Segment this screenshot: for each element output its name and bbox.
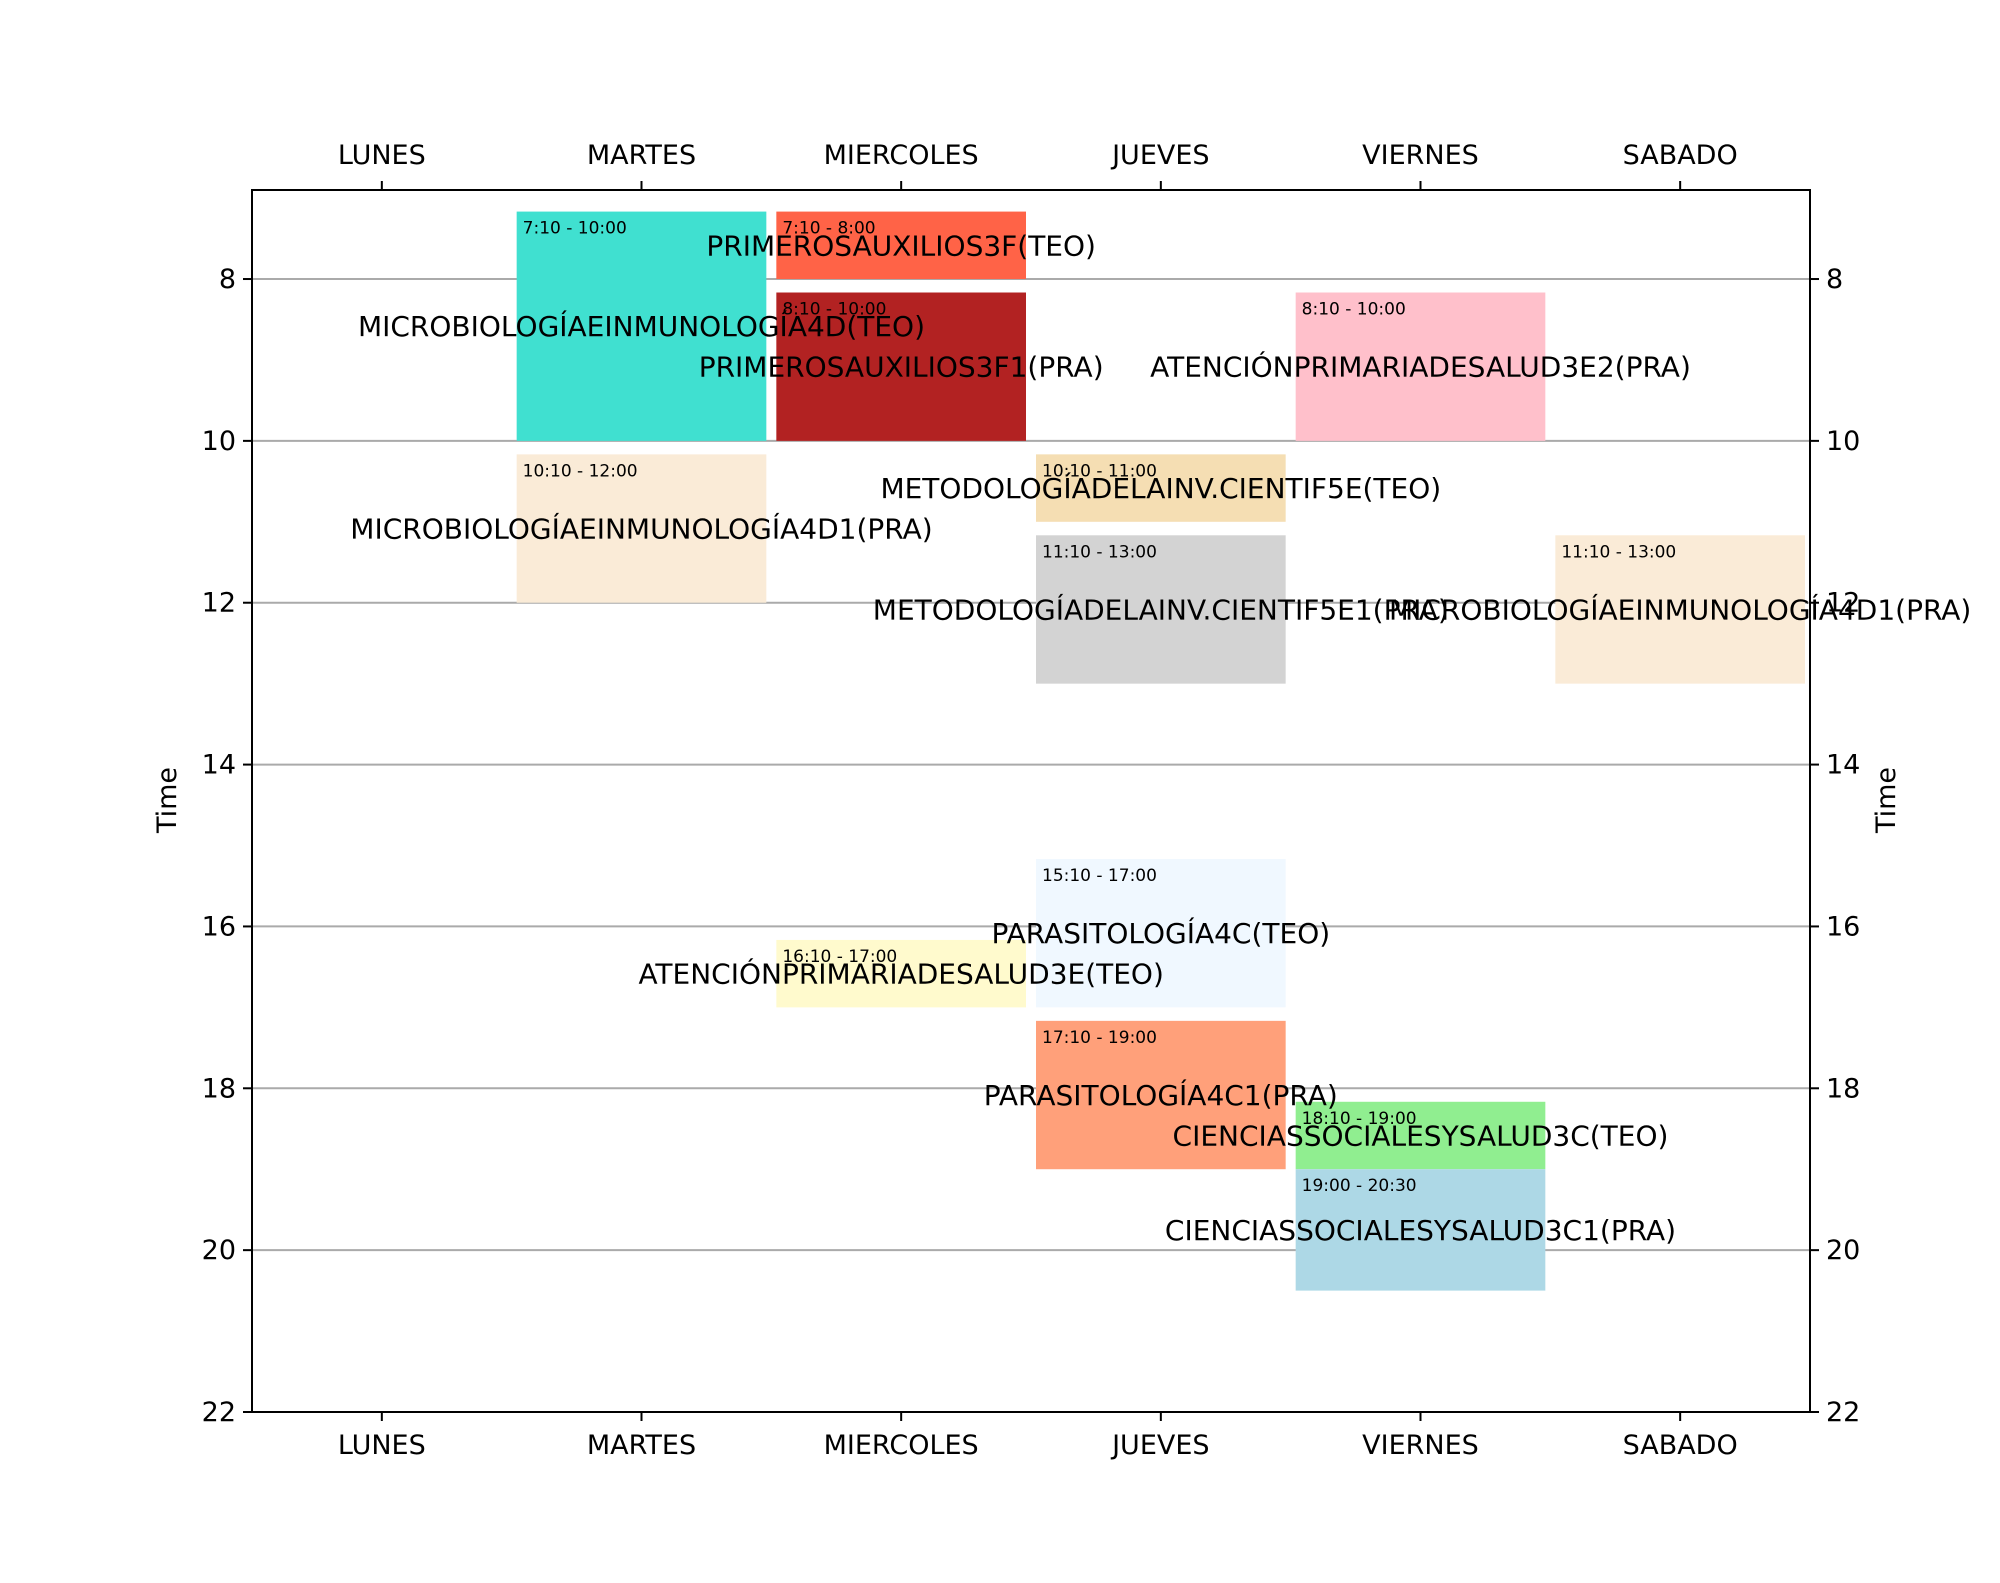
label-layer: MICROBIOLOGÍAEINMUNOLOGÍA4D(TEO) MICROBIO… [350, 229, 1971, 1247]
day-label-top: VIERNES [1362, 140, 1479, 171]
y-tick-label-left: 22 [202, 1397, 236, 1428]
event-block [1036, 454, 1286, 522]
event-block [1036, 1020, 1286, 1170]
event-block [1555, 535, 1805, 684]
y-tick-label-left: 10 [202, 426, 236, 457]
day-label-top: MIERCOLES [824, 140, 979, 171]
event-block [1295, 292, 1546, 441]
day-label-bottom: MIERCOLES [824, 1430, 979, 1461]
y-tick-label-right: 16 [1826, 911, 1860, 942]
day-label-top: SABADO [1623, 140, 1738, 171]
y-tick-label-right: 18 [1826, 1073, 1860, 1104]
day-label-top: JUEVES [1110, 140, 1209, 171]
day-label-top: LUNES [338, 140, 426, 171]
y-tick-label-left: 12 [202, 588, 236, 619]
event-course-label: PARASITOLOGÍA4C(TEO) [991, 916, 1330, 950]
event-time-label: 17:10 - 19:00 [1042, 1028, 1157, 1048]
y-axis-title-left: Time [152, 767, 183, 834]
event-block [516, 211, 767, 441]
y-tick-label-right: 8 [1826, 264, 1843, 295]
y-tick-label-left: 20 [202, 1235, 236, 1266]
y-tick-label-left: 14 [202, 750, 236, 781]
event-time-label: 10:10 - 11:00 [1042, 461, 1157, 481]
event-course-label: METODOLOGÍADELAINV.CIENTIF5E(TEO) [880, 471, 1441, 505]
event-time-label: 11:10 - 13:00 [1042, 542, 1157, 562]
event-time-label: 8:10 - 10:00 [782, 300, 886, 320]
day-label-bottom: VIERNES [1362, 1430, 1479, 1461]
event-course-label: CIENCIASSOCIALESYSALUD3C1(PRA) [1165, 1214, 1676, 1247]
day-label-bottom: JUEVES [1110, 1430, 1209, 1461]
event-course-label: METODOLOGÍADELAINV.CIENTIF5E1(PRA) [873, 592, 1449, 626]
event-layer: 7:10 - 10:00 10:10 - 12:00 7:10 - 8:00 8:10… [516, 211, 1805, 1291]
event-block [1295, 1101, 1546, 1170]
event-block [776, 939, 1026, 1008]
event-time-label: 16:10 - 17:00 [782, 947, 897, 967]
event-course-label: ATENCIÓNPRIMARIADESALUD3E2(PRA) [1150, 350, 1691, 384]
event-course-label: PRIMEROSAUXILIOS3F(TEO) [706, 229, 1096, 262]
event-block [1036, 535, 1286, 684]
y-tick-label-right: 12 [1826, 588, 1860, 619]
event-time-label: 18:10 - 19:00 [1302, 1109, 1417, 1129]
event-course-label: PARASITOLOGÍA4C1(PRA) [984, 1078, 1338, 1112]
event-time-label: 15:10 - 17:00 [1042, 866, 1157, 886]
day-label-top: MARTES [587, 140, 696, 171]
event-course-label: CIENCIASSOCIALESYSALUD3C(TEO) [1173, 1120, 1669, 1153]
y-tick-label-left: 16 [202, 911, 236, 942]
event-course-label: MICROBIOLOGÍAEINMUNOLOGÍA4D1(PRA) [1389, 592, 1971, 626]
event-course-label: MICROBIOLOGÍAEINMUNOLOGÍA4D(TEO) [358, 309, 925, 343]
event-time-label: 8:10 - 10:00 [1302, 300, 1406, 320]
y-tick-label-left: 18 [202, 1073, 236, 1104]
y-tick-label-right: 14 [1826, 750, 1860, 781]
event-block [776, 292, 1026, 441]
plot-frame [251, 189, 1811, 1413]
event-block [1036, 859, 1286, 1008]
event-time-label: 7:10 - 8:00 [782, 219, 875, 239]
y-axis-title-right: Time [1871, 767, 1902, 834]
event-course-label: ATENCIÓNPRIMARIADESALUD3E(TEO) [638, 957, 1163, 991]
event-block [516, 454, 767, 603]
grid-layer [252, 278, 1810, 1413]
event-time-label: 7:10 - 10:00 [523, 219, 627, 239]
y-tick-label-right: 10 [1826, 426, 1860, 457]
event-course-label: MICROBIOLOGÍAEINMUNOLOGÍA4D1(PRA) [350, 512, 932, 546]
event-block [1295, 1169, 1546, 1291]
day-label-bottom: LUNES [338, 1430, 426, 1461]
event-time-label: 10:10 - 12:00 [523, 461, 638, 481]
y-tick-label-right: 20 [1826, 1235, 1860, 1266]
day-label-bottom: MARTES [587, 1430, 696, 1461]
event-time-label: 19:00 - 20:30 [1302, 1176, 1417, 1196]
axis-layer: 8 8 10 10 12 12 14 14 16 16 18 18 20 20 22 22 LUNES LUNES… [202, 140, 1861, 1461]
event-block [776, 211, 1026, 280]
event-time-label: 11:10 - 13:00 [1561, 542, 1676, 562]
y-tick-label-right: 22 [1826, 1397, 1860, 1428]
y-tick-label-left: 8 [219, 264, 236, 295]
event-course-label: PRIMEROSAUXILIOS3F1(PRA) [699, 351, 1104, 384]
day-label-bottom: SABADO [1623, 1430, 1738, 1461]
